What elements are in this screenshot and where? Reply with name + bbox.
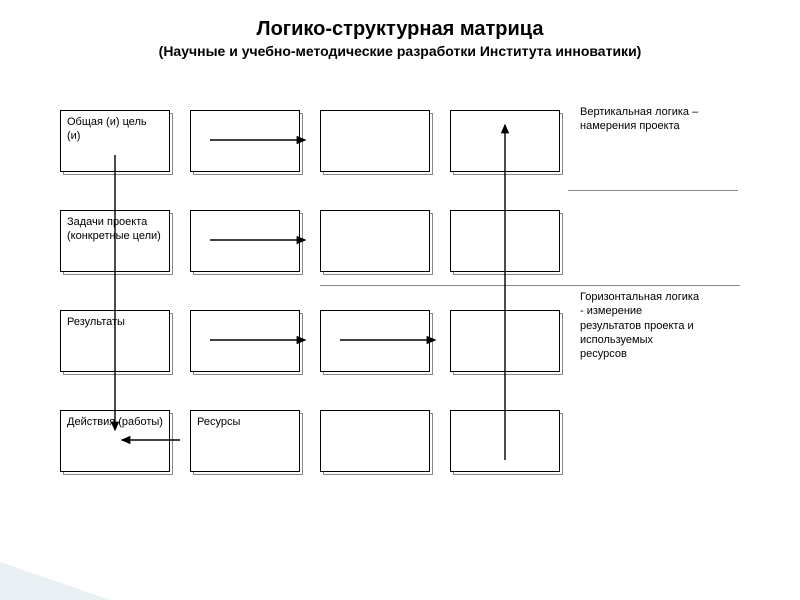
cell-r0c3 <box>450 110 560 172</box>
matrix-diagram: Общая (и) цель (и) Задачи проекта (конкр… <box>60 110 760 550</box>
cell-r1c0: Задачи проекта (конкретные цели) <box>60 210 170 272</box>
cell-r1c2 <box>320 210 430 272</box>
cell-r1c3 <box>450 210 560 272</box>
side-label-horizontal-logic: Горизонтальная логика - измерение резуль… <box>580 290 700 361</box>
subtitle: (Научные и учебно-методические разработк… <box>0 43 800 59</box>
main-title: Логико-структурная матрица <box>0 18 800 41</box>
cell-r3c1: Ресурсы <box>190 410 300 472</box>
cell-r2c2 <box>320 310 430 372</box>
corner-accent <box>0 562 110 600</box>
cell-r0c1 <box>190 110 300 172</box>
divider-line-2 <box>320 285 740 286</box>
cell-r2c3 <box>450 310 560 372</box>
divider-line-1 <box>568 190 738 191</box>
cell-r1c1 <box>190 210 300 272</box>
side-label-vertical-logic: Вертикальная логика – намерения проекта <box>580 105 700 134</box>
cell-r3c3 <box>450 410 560 472</box>
cell-r3c0: Действия (работы) <box>60 410 170 472</box>
cell-r2c1 <box>190 310 300 372</box>
cell-r0c2 <box>320 110 430 172</box>
cell-r0c0: Общая (и) цель (и) <box>60 110 170 172</box>
cell-r2c0: Результаты <box>60 310 170 372</box>
title-block: Логико-структурная матрица (Научные и уч… <box>0 0 800 59</box>
cell-r3c2 <box>320 410 430 472</box>
